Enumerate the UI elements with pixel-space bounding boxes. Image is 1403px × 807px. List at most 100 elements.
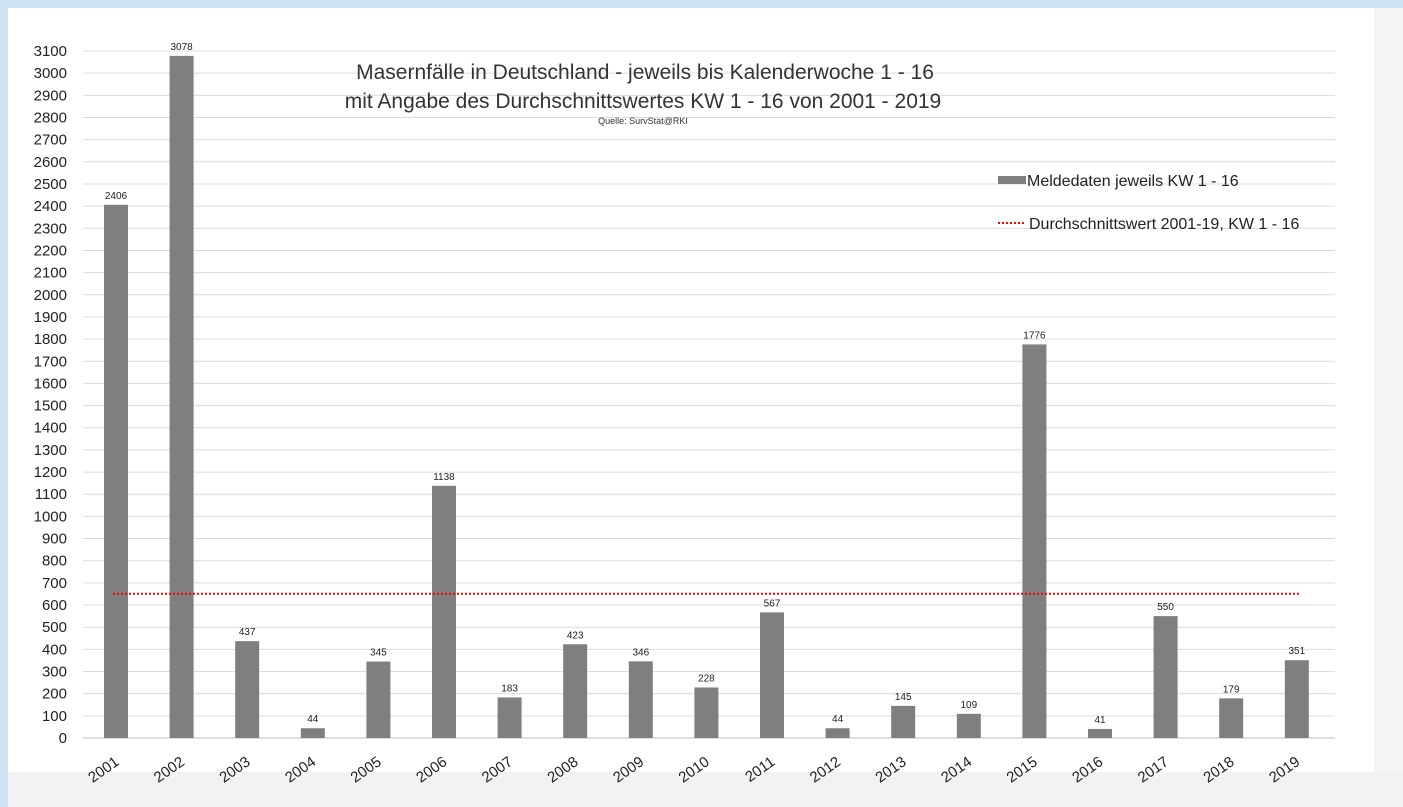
x-tick-label: 2008 — [544, 753, 581, 786]
x-tick-label: 2016 — [1069, 753, 1106, 786]
data-label: 41 — [1094, 715, 1106, 726]
y-tick-label: 1000 — [34, 508, 67, 525]
right-scroll-strip — [1374, 8, 1403, 807]
y-tick-label: 700 — [42, 575, 67, 592]
data-label: 44 — [832, 714, 844, 725]
chart-title: Masernfälle in Deutschland - jeweils bis… — [356, 61, 934, 84]
y-tick-label: 2100 — [34, 265, 67, 282]
data-label: 1776 — [1023, 330, 1046, 341]
data-label: 423 — [567, 630, 584, 641]
y-tick-label: 2500 — [34, 176, 67, 193]
x-tick-label: 2007 — [479, 753, 516, 786]
legend-label-average: Durchschnittswert 2001-19, KW 1 - 16 — [1029, 216, 1299, 233]
y-tick-label: 2000 — [34, 287, 67, 304]
bar — [300, 728, 325, 738]
x-tick-label: 2001 — [85, 753, 122, 786]
y-tick-label: 200 — [42, 686, 67, 703]
data-label: 345 — [370, 648, 387, 659]
bar — [1022, 344, 1047, 738]
y-tick-label: 1700 — [34, 353, 67, 370]
data-labels: 2406 3078 437 44 345 1138 183 423 346 228 567 44 145… — [105, 42, 1306, 726]
bar — [694, 687, 719, 738]
bar — [1088, 728, 1112, 738]
y-tick-label: 1800 — [34, 331, 67, 348]
bar — [104, 204, 128, 738]
x-axis-ticks: 2001 2002 2003 2004 2005 2006 2007 2008 2009 2010… — [85, 753, 1303, 786]
data-label: 567 — [764, 598, 781, 609]
chart-subtitle: mit Angabe des Durchschnittswertes KW 1 … — [345, 90, 941, 113]
data-label: 346 — [632, 647, 649, 658]
x-tick-label: 2004 — [282, 753, 319, 786]
y-tick-label: 400 — [42, 641, 67, 658]
legend-label-bars: Meldedaten jeweils KW 1 - 16 — [1027, 173, 1239, 190]
x-tick-label: 2019 — [1266, 753, 1303, 786]
y-tick-label: 1900 — [34, 309, 67, 326]
bar — [169, 55, 194, 738]
bar — [760, 612, 784, 738]
bar — [891, 705, 916, 738]
data-label: 145 — [895, 692, 912, 703]
y-tick-label: 2300 — [34, 220, 67, 237]
y-tick-label: 500 — [42, 619, 67, 636]
data-label: 44 — [307, 714, 319, 725]
y-tick-label: 1100 — [35, 486, 67, 503]
x-tick-label: 2017 — [1135, 753, 1172, 786]
bar — [366, 661, 391, 738]
x-tick-label: 2018 — [1200, 753, 1237, 786]
bar — [1153, 616, 1178, 738]
bottom-band — [8, 772, 1403, 807]
y-tick-label: 3000 — [34, 65, 67, 82]
y-tick-label: 3100 — [34, 43, 67, 60]
data-label: 179 — [1223, 684, 1240, 695]
bar — [235, 641, 260, 738]
data-label: 437 — [239, 627, 256, 638]
y-tick-label: 300 — [42, 664, 67, 681]
chart-source: Quelle: SurvStat@RKI — [598, 116, 688, 126]
data-label: 2406 — [105, 191, 128, 202]
x-tick-label: 2011 — [742, 753, 778, 785]
x-tick-label: 2002 — [151, 753, 188, 786]
x-tick-label: 2012 — [807, 753, 844, 786]
data-label: 351 — [1288, 646, 1305, 657]
bar — [628, 661, 653, 738]
x-tick-label: 2009 — [610, 753, 647, 786]
y-tick-label: 800 — [42, 553, 67, 570]
x-tick-label: 2013 — [872, 753, 909, 786]
y-tick-label: 1400 — [34, 420, 67, 437]
bar — [497, 697, 522, 738]
bars — [104, 55, 1309, 738]
y-tick-label: 2200 — [34, 242, 67, 259]
y-tick-label: 100 — [42, 708, 67, 725]
y-axis-ticks: 0 100 200 300 400 500 600 700 800 900 1000 1100 1200… — [34, 43, 67, 747]
legend-swatch-bars — [998, 176, 1026, 184]
bar — [563, 644, 588, 738]
bar — [432, 485, 456, 738]
gridlines — [83, 50, 1335, 739]
x-tick-label: 2015 — [1004, 753, 1041, 786]
data-label: 550 — [1157, 602, 1174, 613]
bar — [1284, 660, 1309, 738]
y-tick-label: 1500 — [34, 398, 67, 415]
y-tick-label: 900 — [42, 531, 67, 548]
data-label: 109 — [960, 700, 977, 711]
x-tick-label: 2010 — [676, 753, 713, 786]
y-tick-label: 1300 — [34, 442, 67, 459]
data-label: 183 — [501, 683, 518, 694]
x-tick-label: 2014 — [938, 753, 975, 786]
x-tick-label: 2005 — [348, 753, 385, 786]
bar — [825, 728, 850, 738]
y-tick-label: 2800 — [34, 109, 67, 126]
x-tick-label: 2003 — [216, 753, 253, 786]
y-tick-label: 2700 — [34, 132, 67, 149]
data-label: 1138 — [433, 472, 455, 483]
bar — [1219, 698, 1244, 738]
y-tick-label: 1200 — [34, 464, 67, 481]
y-tick-label: 2600 — [34, 154, 67, 171]
y-tick-label: 600 — [42, 597, 67, 614]
y-tick-label: 0 — [59, 730, 67, 747]
y-tick-label: 2400 — [34, 198, 67, 215]
bar — [956, 713, 981, 738]
y-tick-label: 1600 — [34, 375, 67, 392]
data-label: 228 — [698, 673, 715, 684]
